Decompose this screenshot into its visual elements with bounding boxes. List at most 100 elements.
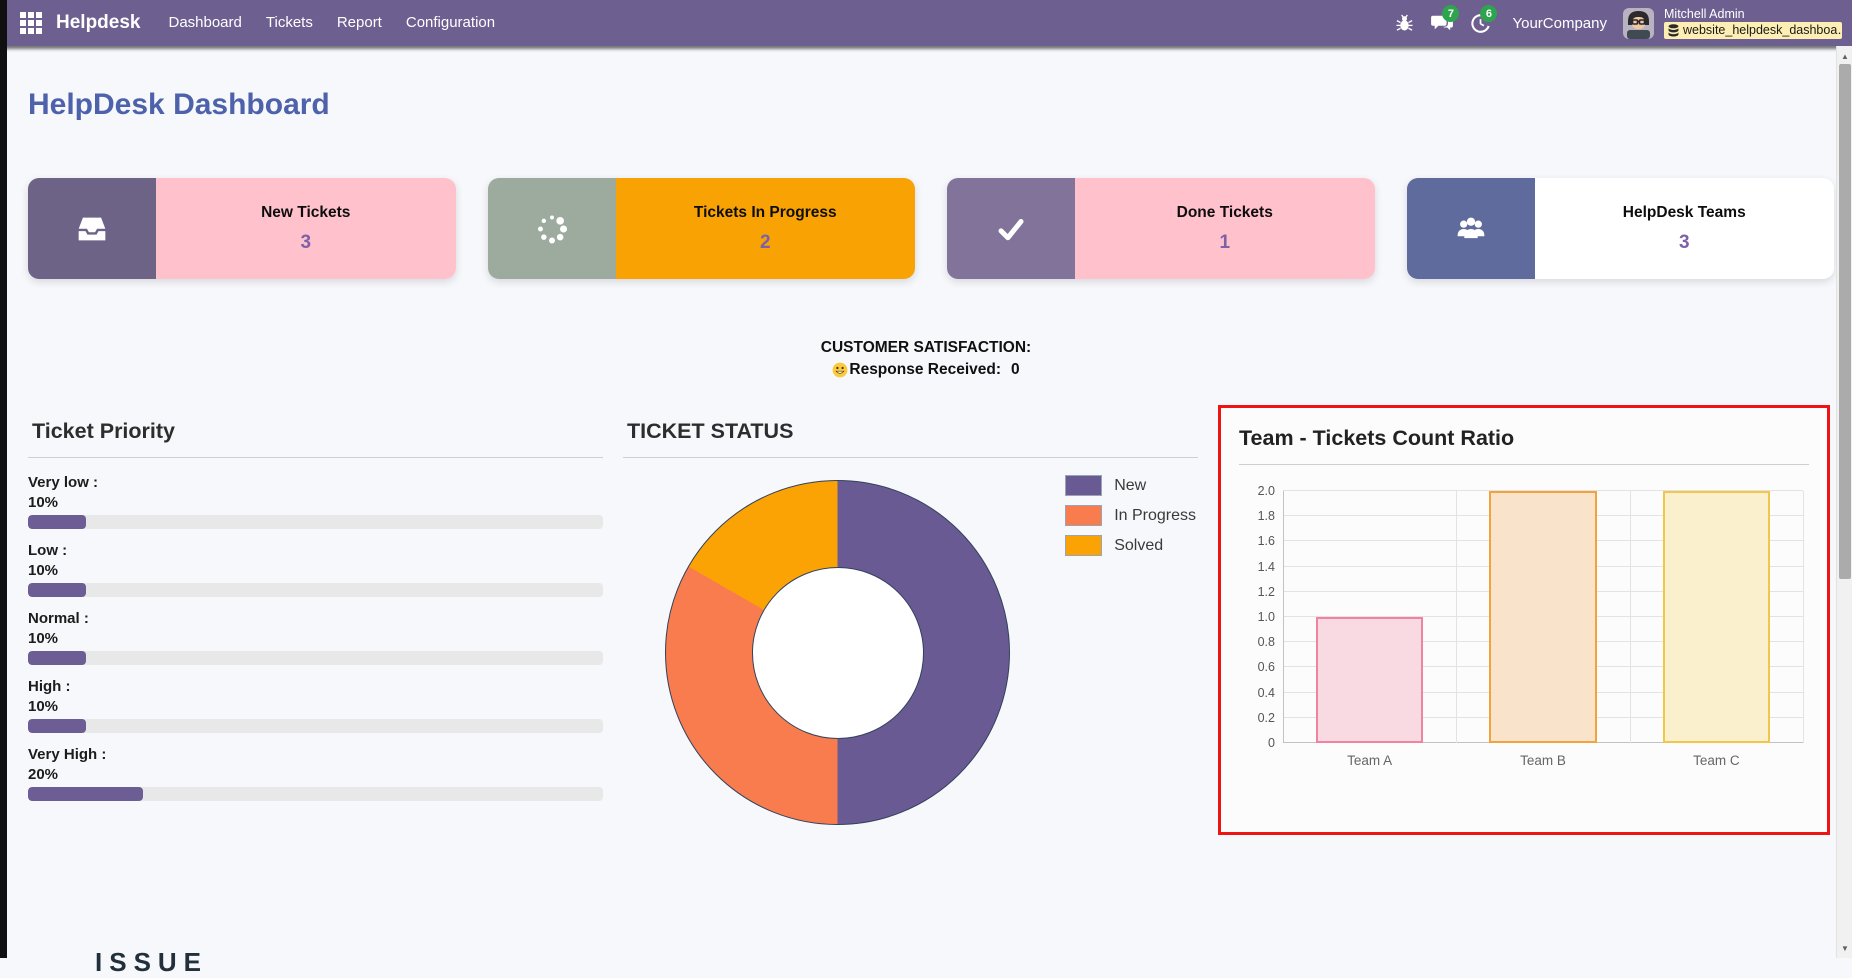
x-label-team-a: Team A [1347,753,1393,768]
priority-percent: 10% [28,494,59,511]
kpi-card-body: Done Tickets 1 [1075,178,1375,279]
priority-bar-track [28,651,603,665]
kpi-value: 2 [759,231,771,253]
kpi-card-body: New Tickets 3 [156,178,456,279]
priority-row: Normal : 10% [28,610,603,665]
bar-team-b[interactable] [1489,491,1597,743]
priority-row: Very High : 20% [28,746,603,801]
nav-menu-configuration[interactable]: Configuration [405,14,496,31]
x-label-team-c: Team C [1693,753,1740,768]
user-name: Mitchell Admin [1664,6,1745,21]
ticket-priority-title: Ticket Priority [32,419,175,443]
y-tick-label: 1.6 [1257,534,1275,549]
company-switcher[interactable]: YourCompany [1512,14,1607,32]
activities-button[interactable]: 6 [1462,3,1498,43]
legend-swatch [1065,475,1103,496]
nav-menu-report[interactable]: Report [336,14,382,31]
gridline-x [1803,491,1804,743]
y-tick-label: 1.0 [1257,610,1275,624]
legend-label: In Progress [1114,506,1196,524]
messages-badge: 7 [1442,5,1460,22]
legend-item-in-progress[interactable]: In Progress [1065,505,1196,526]
messages-button[interactable]: 7 [1424,3,1460,43]
priority-percent: 10% [28,698,59,715]
scrollbar-thumb[interactable] [1839,64,1851,579]
priority-label: High : [28,678,71,695]
nav-menu-tickets[interactable]: Tickets [265,14,313,31]
check-icon [947,178,1075,279]
user-menu[interactable]: Mitchell Admin website_helpdesk_dashboa… [1664,7,1842,40]
divider [623,457,1198,458]
main-menu: Dashboard Tickets Report Configuration [156,0,507,46]
top-navbar: Helpdesk Dashboard Tickets Report Configura… [0,0,1852,46]
kpi-card-body: Tickets In Progress 2 [615,178,915,279]
gridline-y-2.0 [1283,490,1803,491]
x-label-team-b: Team B [1520,753,1566,768]
divider [28,457,603,458]
y-tick-label: 0.8 [1257,635,1275,650]
donut-hole [751,566,924,739]
y-tick-label: 0.4 [1257,685,1275,700]
bar-team-a[interactable] [1315,617,1424,743]
kpi-label: Tickets In Progress [693,203,837,221]
nav-menu-dashboard[interactable]: Dashboard [168,14,242,31]
activities-badge: 6 [1480,5,1498,22]
kpi-label: New Tickets [261,203,351,221]
vertical-scrollbar[interactable]: ▲ ▼ [1836,46,1852,958]
kpi-card-done-tickets[interactable]: Done Tickets 1 [947,178,1375,279]
y-tick-label: 0.6 [1257,660,1275,675]
database-badge: website_helpdesk_dashboa… [1664,22,1842,40]
legend-swatch [1065,535,1103,556]
page-title: HelpDesk Dashboard [28,88,330,121]
legend-item-new[interactable]: New [1065,475,1196,496]
priority-bar-fill [28,515,86,529]
priority-row: High : 10% [28,678,603,733]
priority-bars-list: Very low : 10% Low : 10% Normal : 10% High : 10… [28,474,603,801]
donut-legend: New In Progress Solved [1065,475,1196,556]
priority-row: Very low : 10% [28,474,603,529]
user-avatar[interactable] [1623,7,1654,39]
gridline-x [1456,491,1458,743]
scroll-down-arrow[interactable]: ▼ [1841,943,1849,953]
kpi-card-helpdesk-teams[interactable]: HelpDesk Teams 3 [1406,178,1834,279]
priority-bar-fill [28,651,86,665]
kpi-cards-row: New Tickets 3 Tickets In Progress 2 Done Tic… [28,178,1834,279]
priority-label: Normal : [28,610,89,627]
smiley-icon [832,362,848,378]
priority-percent: 10% [28,630,59,647]
kpi-value: 3 [1678,231,1690,253]
kpi-label: Done Tickets [1176,203,1273,221]
apps-grid-icon[interactable] [16,8,46,38]
customer-satisfaction-block: CUSTOMER SATISFACTION: Response Received… [0,339,1852,379]
priority-bar-track [28,583,603,597]
priority-bar-track [28,515,603,529]
app-name[interactable]: Helpdesk [56,12,141,33]
ticket-status-panel: TICKET STATUS New In Progress Solved [623,405,1198,825]
priority-bar-track [28,719,603,733]
y-tick-label: 1.4 [1257,559,1275,574]
kpi-label: HelpDesk Teams [1622,203,1746,221]
priority-bar-fill [28,787,143,801]
priority-bar-track [28,787,603,801]
divider [1239,464,1809,465]
priority-percent: 10% [28,562,59,579]
clipped-bottom-heading: ISSUE [95,947,209,977]
legend-label: New [1114,476,1147,494]
kpi-card-new-tickets[interactable]: New Tickets 3 [28,178,456,279]
legend-label: Solved [1114,536,1164,554]
kpi-value: 3 [300,231,312,253]
kpi-card-tickets-in-progress[interactable]: Tickets In Progress 2 [487,178,915,279]
users-icon [1406,178,1535,279]
priority-percent: 20% [28,766,59,783]
y-tick-label: 0 [1268,736,1275,750]
scroll-up-arrow[interactable]: ▲ [1841,51,1849,61]
window-left-edge [0,0,7,958]
dashboard-content: HelpDesk Dashboard New Tickets 3 Tickets I… [0,88,1852,977]
team-tickets-ratio-panel: Team - Tickets Count Ratio 0 0.2 0.4 0.6 0.8… [1218,405,1830,835]
kpi-card-body: HelpDesk Teams 3 [1534,178,1834,279]
gridline-x [1629,491,1631,743]
debug-bug-icon[interactable] [1386,3,1422,43]
bar-team-c[interactable] [1662,491,1771,743]
gridline-x [1283,491,1284,743]
legend-item-solved[interactable]: Solved [1065,535,1196,556]
